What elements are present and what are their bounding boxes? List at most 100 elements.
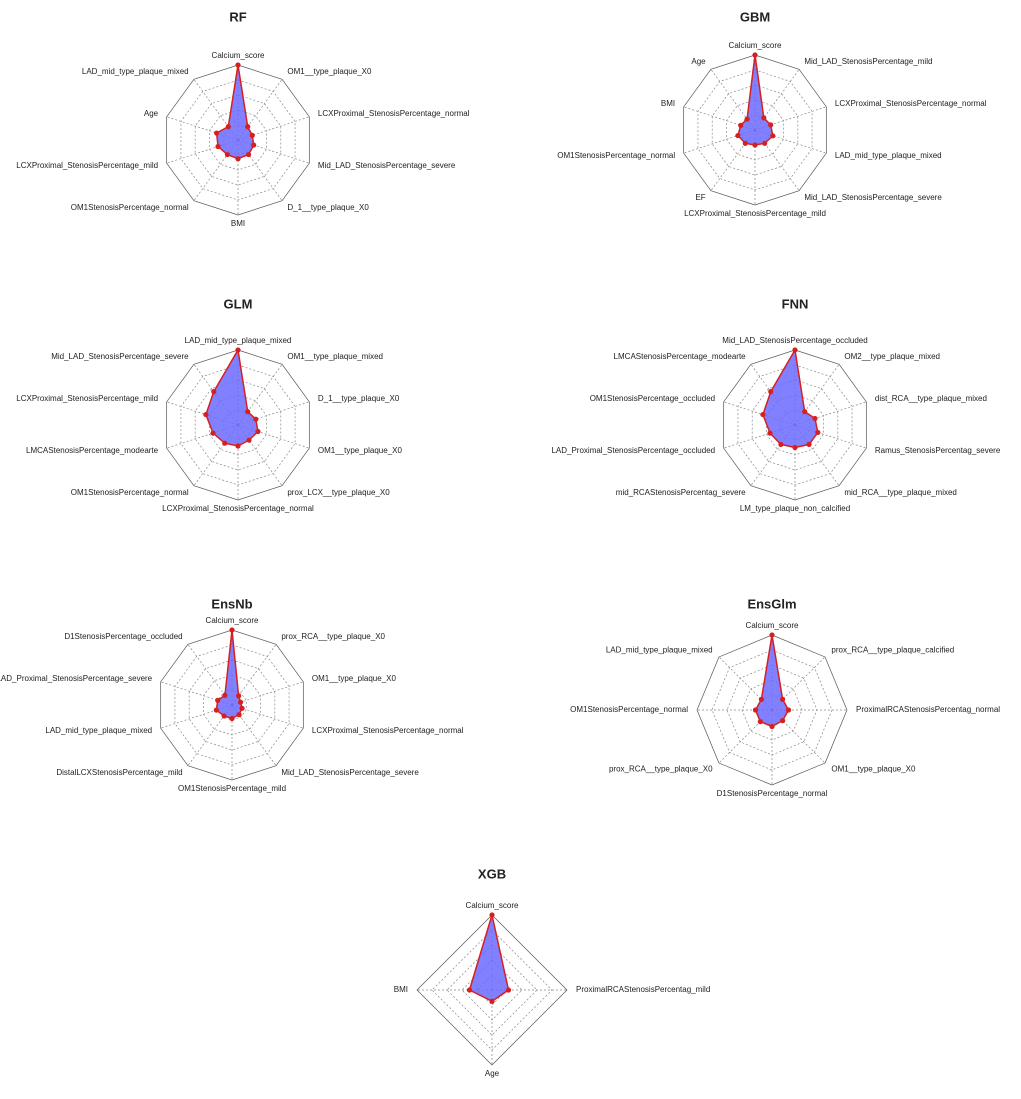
axis-label: prox_RCA__type_plaque_X0: [281, 632, 385, 641]
radar-point: [235, 347, 241, 353]
radar-point: [221, 713, 227, 719]
radar-point: [203, 411, 209, 418]
axis-label: LCXProximal_StenosisPercentage_normal: [835, 99, 987, 108]
chart-title: EnsGlm: [747, 596, 796, 611]
radar-point: [505, 987, 512, 993]
axis-label: Ramus_StenosisPercentag_severe: [875, 446, 1001, 455]
radar-point: [255, 428, 261, 435]
radar-area: [215, 629, 243, 720]
axis-label: OM1__type_plaque_X0: [318, 446, 403, 455]
radar-point: [742, 140, 748, 146]
axis-label: OM1__type_plaque_X0: [287, 67, 372, 76]
radar-point: [245, 124, 251, 130]
radar-point: [768, 389, 774, 395]
radar-point: [235, 62, 241, 68]
axis-label: LAD_Proximal_StenosisPercentage_occluded: [551, 446, 715, 455]
radar-point: [214, 130, 220, 136]
axis-label: LCXProximal_StenosisPercentage_normal: [162, 504, 314, 513]
radar-point: [802, 409, 808, 415]
radar-point: [767, 430, 773, 436]
axis-label: OM1StenosisPercentage_normal: [570, 705, 688, 714]
radar-point: [235, 156, 241, 162]
axis-label: LCXProximal_StenosisPercentage_normal: [318, 109, 470, 118]
grid-ring: [416, 914, 568, 1066]
axis-label: OM1StenosisPercentage_normal: [71, 488, 189, 497]
axis-label: Calcium_score: [729, 41, 782, 50]
axis-label: Age: [144, 109, 159, 118]
axis-label: Calcium_score: [206, 616, 259, 625]
radar-point: [815, 429, 821, 436]
radar-point: [760, 411, 766, 418]
radar-point: [225, 124, 231, 130]
radar-point: [780, 718, 786, 724]
radar-point: [778, 441, 784, 448]
axis-label: Age: [485, 1069, 500, 1078]
axis-label: dist_RCA__type_plaque_mixed: [875, 394, 987, 403]
axis-label: mid_RCA__type_plaque_mixed: [844, 488, 957, 497]
axis-label: D1StenosisPercentage_normal: [717, 789, 828, 798]
spoke: [231, 681, 304, 706]
radar-area: [754, 634, 790, 728]
radar-point: [489, 912, 495, 918]
radar-point: [246, 437, 252, 443]
chart-title: GBM: [740, 9, 770, 24]
radar-point: [792, 347, 798, 353]
axis-label: OM1__type_plaque_X0: [312, 674, 397, 683]
axis-label: LMCAStenosisPercentage_modearte: [26, 446, 159, 455]
chart-title: XGB: [478, 866, 506, 881]
axis-label: Mid_LAD_StenosisPercentage_mild: [804, 57, 932, 66]
radar-point: [466, 987, 473, 993]
axis-label: LCXProximal_StenosisPercentage_mild: [16, 161, 158, 170]
axis-label: LAD_mid_type_plaque_mixed: [45, 726, 152, 735]
grid-ring: [160, 629, 304, 781]
radar-point: [812, 415, 818, 422]
radar-point: [229, 715, 235, 722]
radar-point: [236, 693, 242, 699]
radar-point: [251, 142, 257, 148]
axis-label: LAD_mid_type_plaque_mixed: [606, 646, 713, 655]
chart-title: FNN: [782, 296, 809, 311]
axis-label: Mid_LAD_StenosisPercentage_severe: [281, 768, 419, 777]
axis-label: Mid_LAD_StenosisPercentage_severe: [318, 161, 456, 170]
chart-title: RF: [229, 9, 246, 24]
radar-point: [210, 430, 216, 436]
radar-point: [211, 389, 217, 395]
radar-point: [768, 122, 774, 128]
axis-label: OM1StenosisPercentage_normal: [557, 151, 675, 160]
axis-label: OM1StenosisPercentage_occluded: [590, 394, 715, 403]
radar-point: [752, 52, 758, 58]
axis-label: LAD_Proximal_StenosisPercentage_severe: [0, 674, 153, 683]
grid-ring: [166, 64, 310, 216]
radar-point: [735, 132, 741, 139]
axis-label: Mid_LAD_StenosisPercentage_occluded: [722, 336, 867, 345]
axis-label: LCXProximal_StenosisPercentage_mild: [16, 394, 158, 403]
axis-label: LAD_mid_type_plaque_mixed: [185, 336, 292, 345]
radar-point: [213, 707, 219, 713]
axis-label: LAD_mid_type_plaque_mixed: [82, 67, 189, 76]
axis-label: Calcium_score: [746, 621, 799, 630]
radar-area: [468, 912, 510, 1003]
radar-point: [236, 712, 242, 718]
radar-point: [769, 632, 775, 638]
radar-point: [758, 696, 764, 702]
axis-label: D_1__type_plaque_X0: [287, 203, 369, 212]
radar-point: [235, 443, 241, 449]
grid-ring: [217, 689, 247, 721]
axis-label: BMI: [231, 219, 245, 228]
radar-point: [780, 696, 786, 702]
grid-ring: [741, 679, 803, 741]
radar-point: [229, 627, 235, 633]
axis-label: prox_LCX__type_plaque_X0: [287, 488, 390, 497]
radar-point: [222, 692, 228, 698]
axis-label: Mid_LAD_StenosisPercentage_severe: [804, 193, 942, 202]
axis-label: DistalLCXStenosisPercentage_mild: [56, 768, 182, 777]
axis-label: LAD_mid_type_plaque_mixed: [835, 151, 942, 160]
radar-area: [737, 54, 774, 146]
radar-point: [249, 132, 255, 138]
axis-label: BMI: [661, 99, 675, 108]
axis-label: ProximalRCAStenosisPercentag_normal: [856, 705, 1000, 714]
axis-label: OM1StenosisPercentage_mild: [178, 784, 286, 793]
radar-point: [762, 140, 768, 146]
radar-point: [792, 444, 798, 451]
